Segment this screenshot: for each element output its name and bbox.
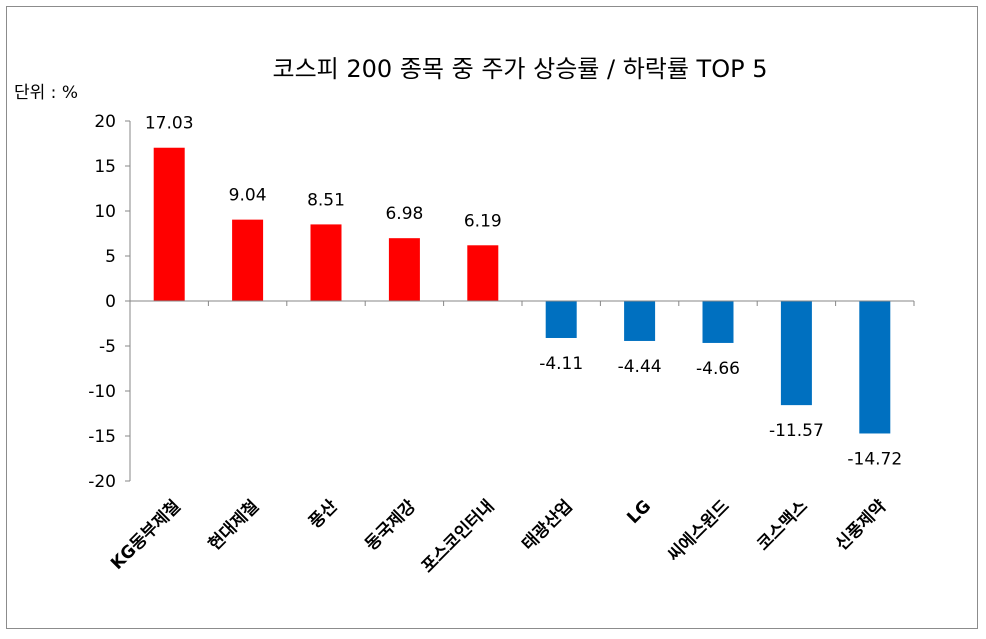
category-label: 신풍제약 bbox=[831, 495, 890, 554]
chart-frame bbox=[6, 6, 978, 629]
data-label: -14.72 bbox=[847, 449, 902, 469]
y-tick-label: 15 bbox=[94, 157, 116, 177]
y-tick-label: -5 bbox=[99, 337, 116, 357]
category-label: 포스코인터내 bbox=[418, 496, 498, 576]
category-label: 코스맥스 bbox=[754, 496, 813, 555]
y-axis: 20 15 10 5 0 -5 -10 -15 -20 bbox=[88, 112, 131, 492]
y-tick-label: -20 bbox=[88, 472, 116, 492]
y-tick-label: 0 bbox=[105, 292, 116, 312]
bar bbox=[545, 301, 577, 338]
bar bbox=[702, 301, 734, 343]
y-tick-label: 20 bbox=[94, 112, 116, 132]
bar bbox=[780, 301, 812, 406]
bar bbox=[232, 219, 264, 301]
bars: 17.03 9.04 8.51 6.98 6.19 -4.11 -4.44 -4.66 -11.… bbox=[145, 114, 902, 470]
y-tick-label: -15 bbox=[88, 427, 116, 447]
y-tick-label: 5 bbox=[105, 247, 116, 267]
data-label: 6.98 bbox=[385, 204, 423, 224]
data-label: 6.19 bbox=[464, 211, 502, 231]
category-label: 현대제철 bbox=[205, 496, 263, 554]
y-tick-label: -10 bbox=[88, 382, 116, 402]
bar bbox=[310, 224, 342, 301]
category-label: 동국제강 bbox=[362, 496, 421, 555]
data-label: 8.51 bbox=[307, 190, 345, 210]
data-label: -4.11 bbox=[539, 354, 583, 374]
unit-label: 단위 : % bbox=[14, 83, 78, 103]
category-label: 풍산 bbox=[305, 496, 342, 533]
category-label: 씨에스윈드 bbox=[664, 496, 734, 566]
bar bbox=[467, 245, 499, 301]
bar bbox=[388, 238, 420, 301]
data-label: -4.66 bbox=[696, 359, 740, 379]
data-label: 9.04 bbox=[229, 186, 267, 206]
bar bbox=[624, 301, 656, 341]
category-label: KG동부제철 bbox=[107, 496, 185, 574]
data-label: 17.03 bbox=[145, 114, 194, 134]
bar bbox=[153, 147, 185, 301]
data-label: -4.44 bbox=[618, 357, 662, 377]
bar bbox=[859, 301, 891, 434]
category-label: LG bbox=[623, 496, 655, 528]
data-label: -11.57 bbox=[769, 421, 824, 441]
chart-title: 코스피 200 종목 중 주가 상승률 / 하락률 TOP 5 bbox=[273, 55, 768, 83]
category-label: 태광산업 bbox=[518, 496, 576, 554]
y-tick-label: 10 bbox=[94, 202, 116, 222]
